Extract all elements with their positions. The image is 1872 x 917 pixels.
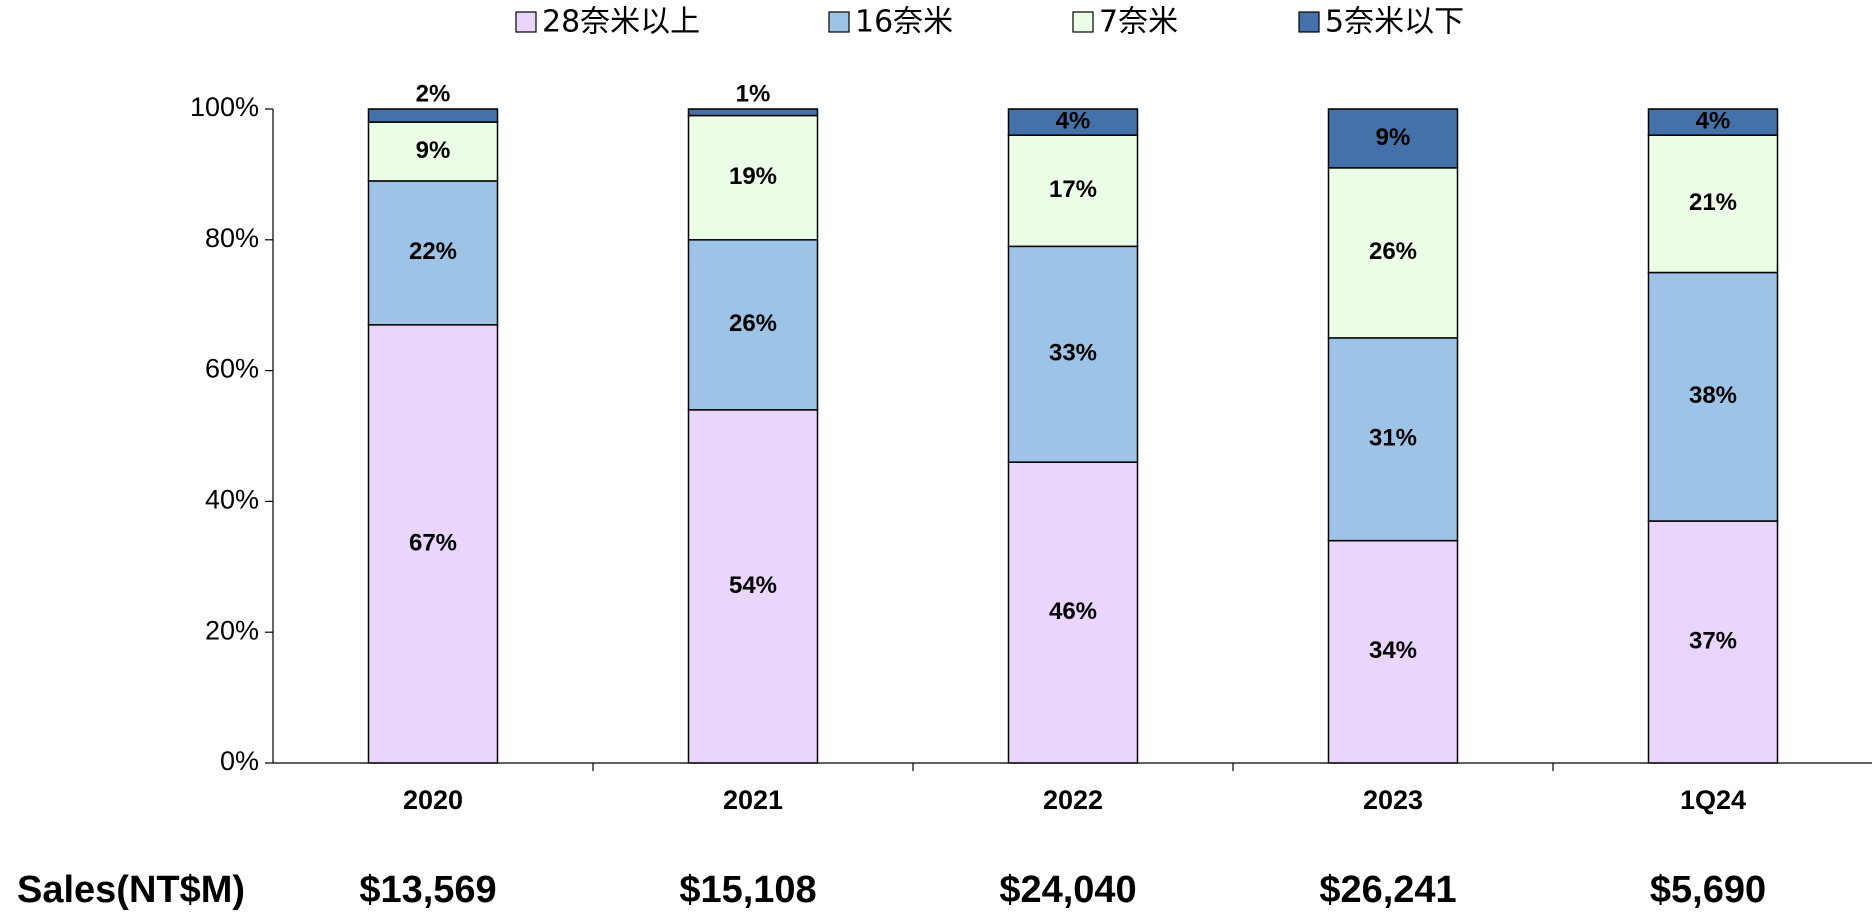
y-tick-label: 60% — [205, 354, 259, 384]
bar-segment — [1327, 167, 1459, 339]
y-tick-label: 20% — [205, 615, 259, 645]
bar-segment — [1647, 108, 1779, 136]
legend-label: 7奈米 — [1099, 5, 1178, 40]
data-label: 4% — [1696, 107, 1731, 134]
data-label: 9% — [416, 137, 451, 164]
legend-swatch — [828, 11, 850, 33]
bar-segment — [367, 180, 499, 326]
x-tick-label: 2023 — [1363, 785, 1423, 815]
data-label: 46% — [1049, 598, 1097, 625]
y-tick-label: 80% — [205, 223, 259, 253]
data-label: 54% — [729, 572, 777, 599]
bar-segment — [367, 324, 499, 764]
data-label: 26% — [1369, 238, 1417, 265]
data-label: 21% — [1689, 189, 1737, 216]
data-label: 2% — [416, 80, 451, 107]
bar-segment — [1327, 108, 1459, 169]
data-label: 67% — [409, 529, 457, 556]
data-label: 4% — [1056, 107, 1091, 134]
legend-swatch — [1298, 11, 1320, 33]
data-label: 38% — [1689, 382, 1737, 409]
data-label: 33% — [1049, 340, 1097, 367]
bar-segment — [1647, 134, 1779, 274]
x-tick-label: 2022 — [1043, 785, 1103, 815]
sales-value: $26,241 — [1319, 869, 1456, 911]
data-label: 9% — [1376, 124, 1411, 151]
sales-value: $15,108 — [679, 869, 816, 911]
legend-label: 28奈米以上 — [542, 5, 700, 40]
bar-segment — [1327, 337, 1459, 542]
legend-label: 5奈米以下 — [1325, 5, 1464, 40]
bar-segment — [1647, 520, 1779, 764]
sales-value: $13,569 — [359, 869, 496, 911]
bar-segment — [1647, 271, 1779, 522]
data-label: 22% — [409, 238, 457, 265]
y-tick-label: 100% — [190, 92, 259, 122]
data-label: 1% — [736, 80, 771, 107]
data-label: 37% — [1689, 627, 1737, 654]
y-tick-label: 40% — [205, 485, 259, 515]
bar-segment — [687, 114, 819, 241]
data-label: 19% — [729, 163, 777, 190]
legend-label: 16奈米 — [855, 5, 953, 40]
legend-swatch — [515, 11, 537, 33]
bar-segment — [687, 108, 819, 117]
y-tick-label: 0% — [220, 746, 259, 776]
sales-value: $24,040 — [999, 869, 1136, 911]
sales-value: $5,690 — [1650, 869, 1766, 911]
x-tick-label: 2020 — [403, 785, 463, 815]
bar-segment — [1007, 108, 1139, 136]
data-label: 17% — [1049, 176, 1097, 203]
x-tick-label: 2021 — [723, 785, 783, 815]
x-tick-label: 1Q24 — [1680, 785, 1746, 815]
legend-swatch — [1072, 11, 1094, 33]
bar-segment — [1007, 245, 1139, 463]
bar-segment — [367, 108, 499, 123]
bar-segment — [1007, 461, 1139, 764]
bar-segment — [1327, 539, 1459, 764]
data-label: 26% — [729, 310, 777, 337]
data-label: 34% — [1369, 637, 1417, 664]
sales-label: Sales(NT$M) — [17, 869, 245, 911]
bar-segment — [687, 239, 819, 411]
data-label: 31% — [1369, 425, 1417, 452]
